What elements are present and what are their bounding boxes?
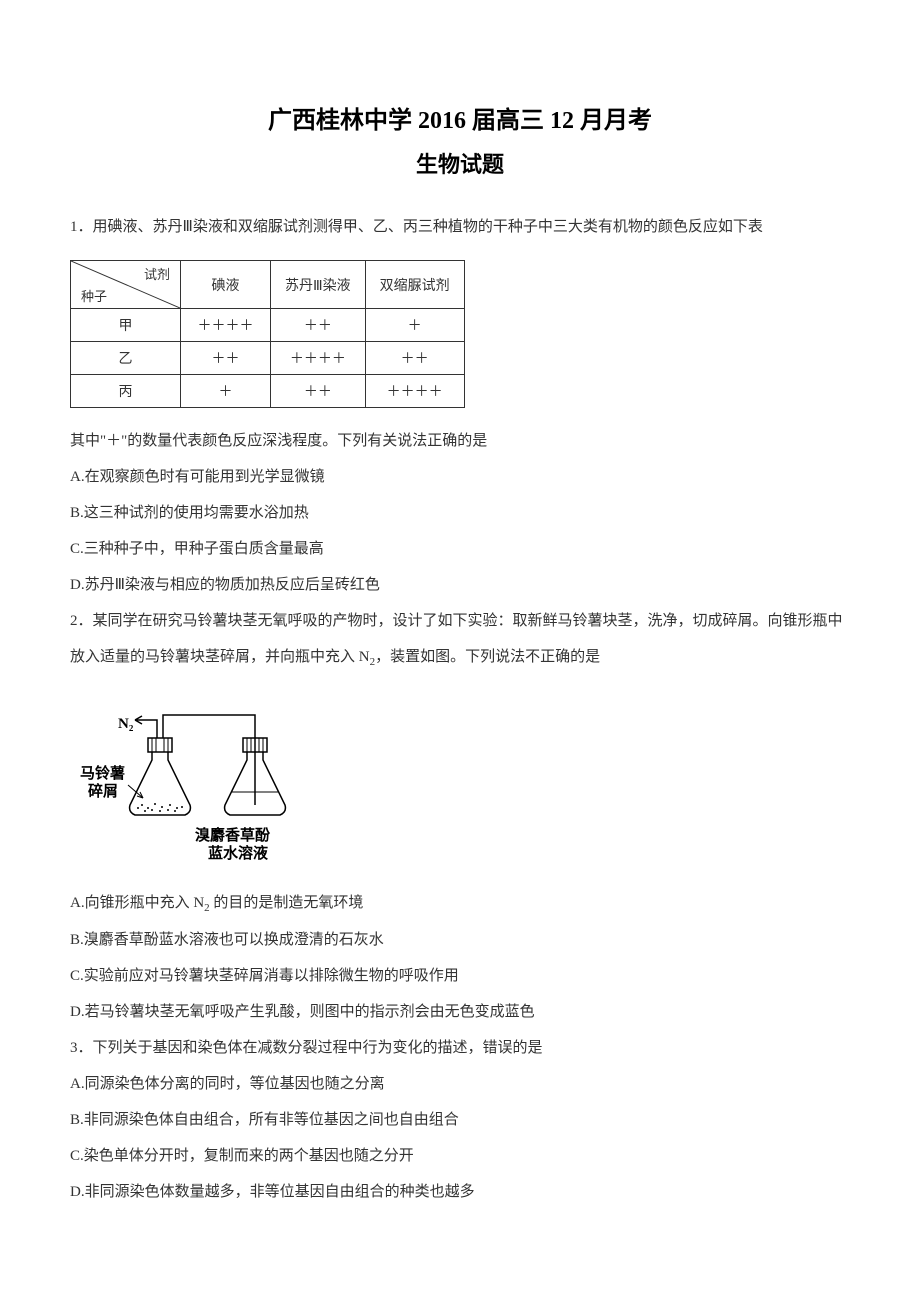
header-seed-label: 种子 <box>81 286 107 305</box>
q2-option-d: D.若马铃薯块茎无氧呼吸产生乳酸，则图中的指示剂会由无色变成蓝色 <box>70 994 850 1030</box>
potato-label-line1: 马铃薯 <box>80 764 125 782</box>
q1-stem: 1．用碘液、苏丹Ⅲ染液和双缩脲试剂测得甲、乙、丙三种植物的干种子中三大类有机物的… <box>70 209 850 245</box>
solution-label-line2: 蓝水溶液 <box>208 844 269 862</box>
q2-option-a-text2: 的目的是制造无氧环境 <box>210 895 364 911</box>
table-cell: ＋＋＋＋ <box>271 342 366 375</box>
header-reagent-label: 试剂 <box>144 264 170 283</box>
table-row: 甲 ＋＋＋＋ ＋＋ ＋ <box>71 309 465 342</box>
q3-option-d: D.非同源染色体数量越多，非等位基因自由组合的种类也越多 <box>70 1174 850 1210</box>
potato-debris-icon <box>137 803 183 812</box>
n2-label: N₂ <box>118 716 134 732</box>
column-header: 苏丹Ⅲ染液 <box>271 261 366 309</box>
table-cell: ＋＋＋＋ <box>365 375 464 408</box>
table-cell: ＋＋ <box>365 342 464 375</box>
q3-option-c: C.染色单体分开时，复制而来的两个基因也随之分开 <box>70 1138 850 1174</box>
table-row: 乙 ＋＋ ＋＋＋＋ ＋＋ <box>71 342 465 375</box>
q2-diagram: N₂ 马铃薯 碎屑 溴麝香草酚 蓝水溶液 <box>80 690 850 870</box>
table-cell: ＋ <box>181 375 271 408</box>
q2-stem-text2: ，装置如图。下列说法不正确的是 <box>375 649 600 665</box>
column-header: 双缩脲试剂 <box>365 261 464 309</box>
q1-option-a: A.在观察颜色时有可能用到光学显微镜 <box>70 459 850 495</box>
row-label: 乙 <box>71 342 181 375</box>
page-subtitle: 生物试题 <box>70 147 850 179</box>
column-header: 碘液 <box>181 261 271 309</box>
q1-option-c: C.三种种子中，甲种子蛋白质含量最高 <box>70 531 850 567</box>
flask-apparatus-icon: N₂ 马铃薯 碎屑 溴麝香草酚 蓝水溶液 <box>80 690 320 870</box>
table-cell: ＋＋＋＋ <box>181 309 271 342</box>
row-label: 丙 <box>71 375 181 408</box>
reagent-table: 试剂 种子 碘液 苏丹Ⅲ染液 双缩脲试剂 甲 ＋＋＋＋ ＋＋ ＋ 乙 ＋＋ ＋＋… <box>70 260 465 408</box>
q3-option-a: A.同源染色体分离的同时，等位基因也随之分离 <box>70 1066 850 1102</box>
table-header-row: 试剂 种子 碘液 苏丹Ⅲ染液 双缩脲试剂 <box>71 261 465 309</box>
q1-table: 试剂 种子 碘液 苏丹Ⅲ染液 双缩脲试剂 甲 ＋＋＋＋ ＋＋ ＋ 乙 ＋＋ ＋＋… <box>70 260 850 408</box>
q2-option-c: C.实验前应对马铃薯块茎碎屑消毒以排除微生物的呼吸作用 <box>70 958 850 994</box>
right-flask-icon <box>225 738 286 815</box>
page-title: 广西桂林中学 2016 届高三 12 月月考 <box>70 100 850 135</box>
table-cell: ＋＋ <box>271 375 366 408</box>
table-cell: ＋＋ <box>181 342 271 375</box>
table-cell: ＋＋ <box>271 309 366 342</box>
potato-label-line2: 碎屑 <box>88 782 118 800</box>
q1-option-d: D.苏丹Ⅲ染液与相应的物质加热反应后呈砖红色 <box>70 567 850 603</box>
row-label: 甲 <box>71 309 181 342</box>
q2-option-b: B.溴麝香草酚蓝水溶液也可以换成澄清的石灰水 <box>70 922 850 958</box>
q3-stem: 3．下列关于基因和染色体在减数分裂过程中行为变化的描述，错误的是 <box>70 1030 850 1066</box>
q3-option-b: B.非同源染色体自由组合，所有非等位基因之间也自由组合 <box>70 1102 850 1138</box>
left-flask-icon <box>128 715 255 815</box>
table-row: 丙 ＋ ＋＋ ＋＋＋＋ <box>71 375 465 408</box>
q2-option-a: A.向锥形瓶中充入 N2 的目的是制造无氧环境 <box>70 885 850 921</box>
q2-stem: 2．某同学在研究马铃薯块茎无氧呼吸的产物时，设计了如下实验：取新鲜马铃薯块茎，洗… <box>70 603 850 675</box>
solution-label-line1: 溴麝香草酚 <box>195 826 271 844</box>
q1-option-b: B.这三种试剂的使用均需要水浴加热 <box>70 495 850 531</box>
diagonal-header-cell: 试剂 种子 <box>71 261 181 309</box>
q2-option-a-text1: A.向锥形瓶中充入 N <box>70 895 204 911</box>
q1-note: 其中"＋"的数量代表颜色反应深浅程度。下列有关说法正确的是 <box>70 423 850 459</box>
table-cell: ＋ <box>365 309 464 342</box>
